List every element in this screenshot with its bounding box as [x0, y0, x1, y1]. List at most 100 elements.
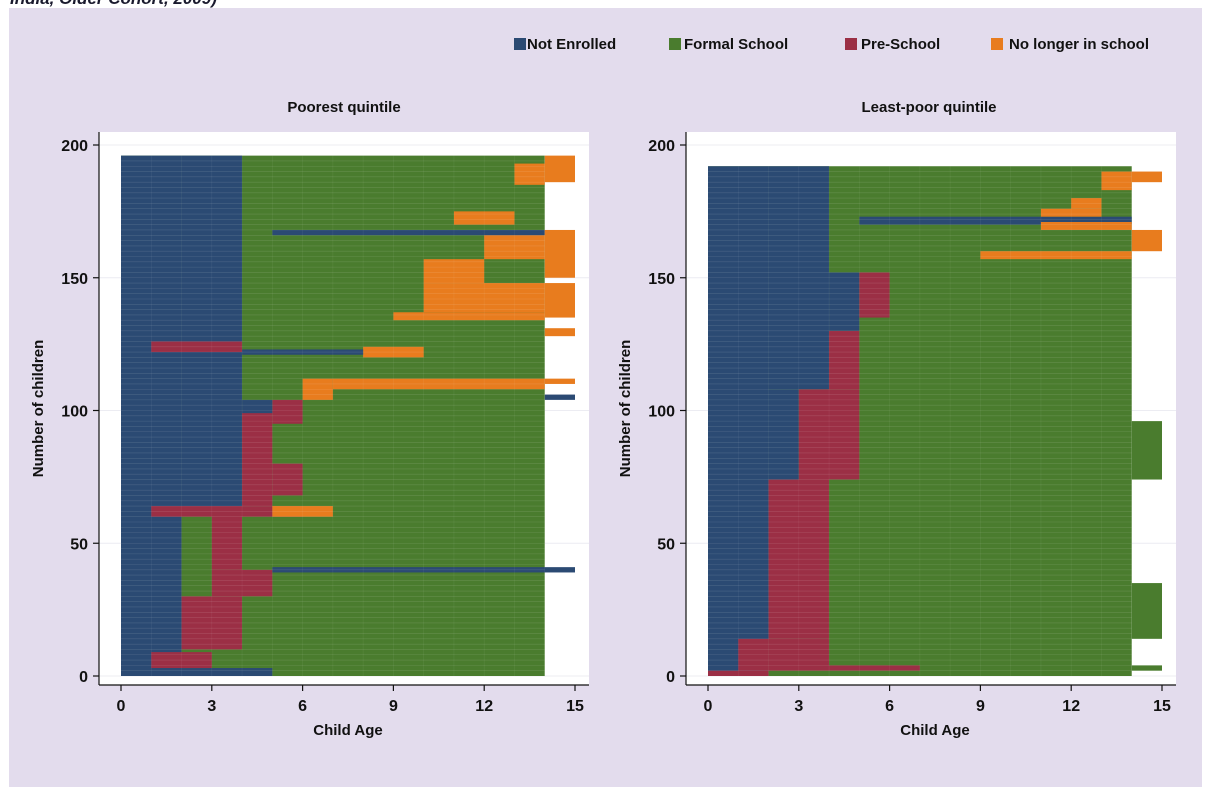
band-no-longer-in-school	[1040, 221, 1132, 230]
x-tick-label: 15	[1153, 698, 1171, 715]
page-title: India, Older Cohort, 2009)	[0, 0, 1207, 8]
band-not-enrolled	[272, 229, 545, 236]
x-axis-label: Child Age	[313, 722, 382, 739]
band-not-enrolled	[829, 272, 860, 331]
band-not-enrolled	[859, 216, 1132, 225]
band-no-longer-in-school	[514, 163, 545, 185]
band-not-enrolled	[181, 155, 243, 512]
band-no-longer-in-school	[302, 378, 333, 400]
legend-swatch-no-longer-in-school	[991, 38, 1003, 50]
legend-label-no-longer-in-school: No longer in school	[1009, 36, 1149, 53]
band-pre-school	[151, 506, 303, 517]
band-no-longer-in-school	[544, 155, 575, 183]
legend: Not Enrolled Formal School Pre-School No lo…	[514, 36, 1149, 53]
band-pre-school	[211, 569, 273, 597]
x-axis-label: Child Age	[900, 722, 969, 739]
band-pre-school	[272, 463, 303, 496]
x-tick-label: 9	[389, 698, 398, 715]
band-pre-school	[272, 399, 303, 424]
page-title-text: India, Older Cohort, 2009)	[10, 0, 217, 8]
x-tick-label: 9	[976, 698, 985, 715]
band-pre-school	[768, 638, 830, 671]
band-pre-school	[708, 670, 769, 676]
x-tick-label: 0	[117, 698, 126, 715]
legend-label-formal-school: Formal School	[684, 36, 788, 53]
band-pre-school	[242, 410, 273, 507]
sequence-chart: Not Enrolled Formal School Pre-School No lo…	[30, 36, 1176, 739]
figure-panel: Not Enrolled Formal School Pre-School No lo…	[9, 8, 1202, 787]
y-tick-label: 100	[648, 404, 675, 421]
band-pre-school	[768, 479, 830, 639]
x-tick-label: 0	[704, 698, 713, 715]
band-no-longer-in-school	[363, 346, 424, 358]
legend-swatch-pre-school	[845, 38, 857, 50]
legend-label-pre-school: Pre-School	[861, 36, 940, 53]
sequence-bands	[708, 166, 1162, 677]
x-tick-label: 12	[1062, 698, 1080, 715]
row-lines	[121, 160, 545, 671]
x-tick-label: 3	[207, 698, 216, 715]
band-pre-school	[211, 511, 243, 570]
y-axis-label: Number of children	[617, 340, 634, 478]
band-formal-school	[1131, 583, 1162, 639]
band-no-longer-in-school	[453, 211, 515, 225]
band-no-longer-in-school	[423, 259, 485, 284]
band-no-longer-in-school	[544, 328, 575, 337]
band-not-enrolled	[121, 155, 182, 676]
band-pre-school	[829, 665, 920, 671]
band-no-longer-in-school	[423, 283, 545, 313]
band-no-longer-in-school	[272, 506, 333, 517]
band-no-longer-in-school	[544, 283, 575, 318]
band-not-enrolled	[121, 668, 273, 676]
legend-swatch-formal-school	[669, 38, 681, 50]
band-no-longer-in-school	[393, 312, 545, 321]
band-formal-school	[1131, 665, 1162, 671]
panel-2: 0 50 100 150 200 0 3 6 9 12 15 Least-poor quintile C…	[617, 99, 1176, 739]
sequence-bands	[121, 155, 575, 676]
y-tick-label: 200	[61, 138, 88, 155]
band-no-longer-in-school	[1040, 208, 1102, 217]
y-tick-label: 0	[666, 669, 675, 686]
panel-title: Poorest quintile	[287, 99, 400, 116]
y-axis-label: Number of children	[30, 340, 47, 478]
band-formal-school	[1131, 421, 1162, 480]
row-lines	[708, 171, 1132, 671]
panel-1: 0 50 100 150 200 0 3 6 9 12 15 Poorest quintile Chil…	[30, 99, 589, 739]
band-no-longer-in-school	[1131, 229, 1162, 252]
y-tick-label: 0	[79, 669, 88, 686]
y-tick-label: 50	[70, 536, 88, 553]
band-pre-school	[151, 341, 243, 353]
x-tick-label: 3	[794, 698, 803, 715]
band-not-enrolled	[242, 349, 364, 355]
y-tick-label: 50	[657, 536, 675, 553]
y-tick-label: 150	[61, 271, 88, 288]
band-no-longer-in-school	[484, 232, 545, 260]
x-tick-label: 15	[566, 698, 584, 715]
band-pre-school	[151, 652, 212, 669]
band-pre-school	[798, 389, 860, 480]
x-tick-label: 12	[475, 698, 493, 715]
band-not-enrolled	[272, 567, 575, 573]
band-pre-school	[829, 330, 860, 390]
legend-label-not-enrolled: Not Enrolled	[527, 36, 616, 53]
y-tick-label: 100	[61, 404, 88, 421]
x-tick-label: 6	[298, 698, 307, 715]
y-tick-label: 200	[648, 138, 675, 155]
band-not-enrolled	[242, 399, 273, 414]
band-not-enrolled	[768, 166, 830, 390]
legend-swatch-not-enrolled	[514, 38, 526, 50]
band-no-longer-in-school	[1071, 198, 1102, 209]
band-not-enrolled	[544, 394, 575, 400]
band-no-longer-in-school	[332, 378, 545, 390]
band-pre-school	[738, 638, 769, 671]
band-pre-school	[859, 272, 890, 318]
y-tick-label: 150	[648, 271, 675, 288]
band-not-enrolled	[768, 389, 799, 480]
band-no-longer-in-school	[980, 251, 1132, 260]
band-no-longer-in-school	[544, 229, 575, 278]
band-pre-school	[181, 596, 243, 650]
band-no-longer-in-school	[1101, 171, 1132, 191]
band-no-longer-in-school	[544, 378, 575, 384]
band-no-longer-in-school	[1131, 171, 1162, 183]
x-tick-label: 6	[885, 698, 894, 715]
